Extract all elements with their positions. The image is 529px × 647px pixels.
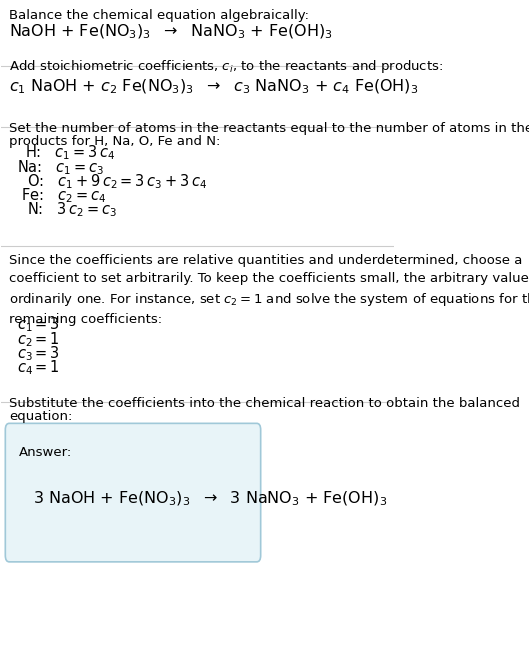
FancyBboxPatch shape (5, 423, 261, 562)
Text: NaOH + Fe(NO$_3$)$_3$  $\rightarrow$  NaNO$_3$ + Fe(OH)$_3$: NaOH + Fe(NO$_3$)$_3$ $\rightarrow$ NaNO… (9, 23, 333, 41)
Text: Answer:: Answer: (19, 446, 72, 459)
Text: O:   $c_1 + 9\,c_2 = 3\,c_3 + 3\,c_4$: O: $c_1 + 9\,c_2 = 3\,c_3 + 3\,c_4$ (27, 172, 207, 191)
Text: Balance the chemical equation algebraically:: Balance the chemical equation algebraica… (9, 9, 309, 22)
Text: 3 NaOH + Fe(NO$_3$)$_3$  $\rightarrow$  3 NaNO$_3$ + Fe(OH)$_3$: 3 NaOH + Fe(NO$_3$)$_3$ $\rightarrow$ 3 … (33, 489, 387, 508)
Text: Since the coefficients are relative quantities and underdetermined, choose a
coe: Since the coefficients are relative quan… (9, 254, 529, 326)
Text: H:   $c_1 = 3\,c_4$: H: $c_1 = 3\,c_4$ (25, 144, 115, 162)
Text: $c_1$ NaOH + $c_2$ Fe(NO$_3$)$_3$  $\rightarrow$  $c_3$ NaNO$_3$ + $c_4$ Fe(OH)$: $c_1$ NaOH + $c_2$ Fe(NO$_3$)$_3$ $\righ… (9, 78, 418, 96)
Text: products for H, Na, O, Fe and N:: products for H, Na, O, Fe and N: (9, 135, 221, 148)
Text: Substitute the coefficients into the chemical reaction to obtain the balanced: Substitute the coefficients into the che… (9, 397, 520, 410)
Text: Set the number of atoms in the reactants equal to the number of atoms in the: Set the number of atoms in the reactants… (9, 122, 529, 135)
Text: equation:: equation: (9, 410, 72, 422)
Text: Na:   $c_1 = c_3$: Na: $c_1 = c_3$ (17, 158, 105, 177)
Text: $c_1 = 3$: $c_1 = 3$ (17, 316, 60, 334)
Text: $c_3 = 3$: $c_3 = 3$ (17, 344, 60, 363)
Text: $c_2 = 1$: $c_2 = 1$ (17, 330, 60, 349)
Text: $c_4 = 1$: $c_4 = 1$ (17, 358, 60, 377)
Text: N:   $3\,c_2 = c_3$: N: $3\,c_2 = c_3$ (27, 201, 117, 219)
Text: Add stoichiometric coefficients, $c_i$, to the reactants and products:: Add stoichiometric coefficients, $c_i$, … (9, 58, 443, 76)
Text: Fe:   $c_2 = c_4$: Fe: $c_2 = c_4$ (21, 186, 106, 205)
